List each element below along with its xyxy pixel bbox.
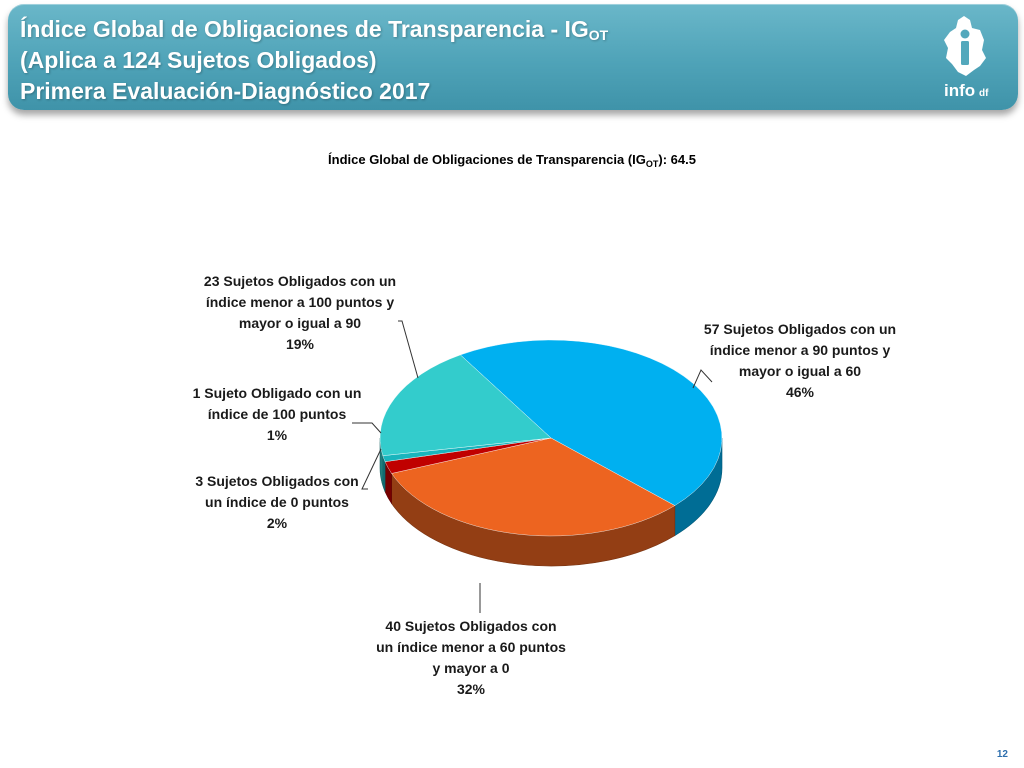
data-label-slice-4-text: 1 Sujeto Obligado con un índice de 100 p… — [192, 385, 362, 422]
data-label-slice-5-text: 23 Sujetos Obligados con un índice menor… — [203, 273, 397, 331]
chart-title-subscript: OT — [645, 159, 659, 169]
title-line-1-subscript: OT — [588, 27, 609, 43]
data-label-slice-3-text: 3 Sujetos Obligados con un índice de 0 p… — [195, 473, 359, 510]
data-label-slice-4: 1 Sujeto Obligado con un índice de 100 p… — [186, 383, 368, 446]
data-label-slice-3: 3 Sujetos Obligados con un índice de 0 p… — [186, 471, 368, 534]
title-line-2: (Aplica a 124 Sujetos Obligados) — [20, 47, 377, 73]
chart-title-value: ): 64.5 — [658, 152, 696, 167]
title-line-1: Índice Global de Obligaciones de Transpa… — [20, 16, 589, 42]
logo-suffix-text: df — [979, 88, 989, 99]
info-df-logo-icon: info df — [944, 16, 989, 100]
leader-line-3 — [361, 448, 382, 490]
leader-line-4 — [352, 422, 382, 434]
title-line-3: Primera Evaluación-Diagnóstico 2017 — [20, 78, 431, 104]
data-label-slice-2: 40 Sujetos Obligados con un índice menor… — [376, 616, 566, 700]
leader-line-5 — [398, 320, 419, 379]
data-label-slice-1-text: 57 Sujetos Obligados con un índice menor… — [703, 321, 897, 379]
data-label-slice-2-text: 40 Sujetos Obligados con un índice menor… — [376, 618, 566, 676]
data-label-slice-1: 57 Sujetos Obligados con un índice menor… — [700, 319, 900, 403]
pie-slice-2 — [391, 437, 676, 537]
data-label-slice-2-percent: 32% — [456, 681, 486, 697]
leader-line-1 — [692, 369, 713, 389]
data-label-slice-5: 23 Sujetos Obligados con un índice menor… — [186, 271, 414, 355]
chart-title-main: Índice Global de Obligaciones de Transpa… — [328, 152, 646, 167]
data-label-slice-1-percent: 46% — [785, 384, 815, 400]
pie-top-faces — [379, 339, 723, 537]
logo-text: info — [944, 81, 975, 100]
data-label-slice-3-percent: 2% — [266, 515, 288, 531]
chart-title: Índice Global de Obligaciones de Transpa… — [0, 152, 1024, 169]
pie-slice-5 — [379, 354, 552, 456]
slide-title: Índice Global de Obligaciones de Transpa… — [20, 14, 900, 107]
pie-slice-1 — [460, 339, 723, 506]
slide-header: Índice Global de Obligaciones de Transpa… — [8, 4, 1018, 110]
data-label-slice-5-percent: 19% — [285, 336, 315, 352]
data-label-slice-4-percent: 1% — [266, 427, 288, 443]
page-number: 12 — [996, 749, 1008, 760]
